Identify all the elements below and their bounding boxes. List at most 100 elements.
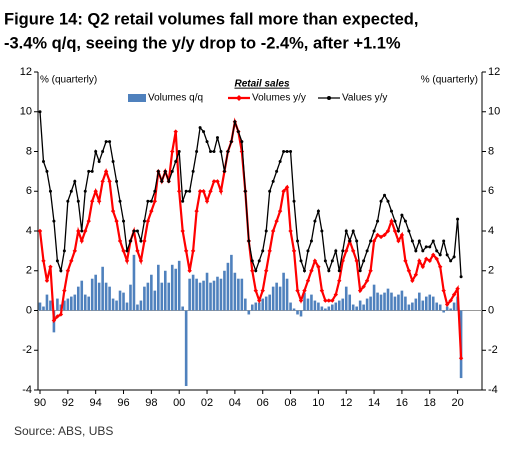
bar xyxy=(177,260,181,311)
marker xyxy=(449,259,453,263)
marker xyxy=(257,259,261,263)
marker xyxy=(243,189,247,193)
bar xyxy=(310,294,313,311)
x-tick-label: 06 xyxy=(257,397,269,409)
marker xyxy=(100,179,105,184)
marker xyxy=(138,258,144,264)
marker xyxy=(358,269,362,273)
marker xyxy=(239,149,245,154)
marker xyxy=(312,258,318,264)
bar xyxy=(348,294,352,311)
y2-axis-label: % (quarterly) xyxy=(421,75,478,86)
marker xyxy=(96,198,102,204)
bar xyxy=(289,302,292,311)
marker xyxy=(344,248,349,254)
marker xyxy=(431,252,436,258)
marker xyxy=(181,199,185,203)
y-tick-label: 4 xyxy=(26,225,32,237)
marker xyxy=(236,130,240,134)
marker xyxy=(284,185,290,190)
marker xyxy=(55,314,60,319)
legend-title: Retail sales xyxy=(234,79,289,90)
marker xyxy=(424,256,429,262)
bar xyxy=(268,294,271,311)
marker xyxy=(417,258,422,264)
bar xyxy=(390,292,393,311)
bar xyxy=(383,292,386,311)
bar xyxy=(160,282,164,311)
marker xyxy=(435,249,439,253)
bar xyxy=(70,296,73,311)
bar xyxy=(414,298,418,311)
marker xyxy=(174,159,178,163)
marker xyxy=(215,179,220,184)
marker xyxy=(378,234,384,240)
marker xyxy=(72,248,77,254)
bar xyxy=(418,292,421,311)
marker xyxy=(149,199,153,203)
bar xyxy=(118,290,122,311)
marker xyxy=(302,288,307,293)
bar xyxy=(83,294,87,311)
marker xyxy=(190,248,196,254)
bar xyxy=(254,302,258,311)
marker xyxy=(128,239,132,243)
x-tick-label: 90 xyxy=(34,397,46,409)
marker xyxy=(201,189,206,194)
marker xyxy=(188,189,192,193)
marker xyxy=(104,140,108,144)
marker xyxy=(442,239,446,243)
marker xyxy=(270,228,276,234)
y2-tick-label: 12 xyxy=(488,66,500,78)
marker xyxy=(110,208,116,214)
marker xyxy=(139,239,143,243)
marker xyxy=(334,249,338,253)
y-tick-label: 0 xyxy=(26,304,32,316)
marker xyxy=(118,199,122,203)
bar xyxy=(97,282,101,311)
bar xyxy=(362,304,365,311)
x-tick-label: 14 xyxy=(368,397,380,409)
bar xyxy=(115,300,118,311)
marker xyxy=(278,159,282,163)
marker xyxy=(51,318,57,323)
marker xyxy=(438,253,442,257)
marker xyxy=(253,288,258,293)
marker xyxy=(417,239,421,243)
marker xyxy=(107,179,112,184)
y-tick-label: 6 xyxy=(26,185,32,197)
bar xyxy=(393,296,397,311)
y-tick-label: -4 xyxy=(22,384,32,396)
marker xyxy=(365,249,369,253)
marker xyxy=(187,268,192,273)
bar xyxy=(230,254,233,311)
bar xyxy=(56,298,59,311)
marker xyxy=(344,229,348,233)
marker xyxy=(124,258,130,264)
marker xyxy=(369,239,373,243)
marker xyxy=(406,268,412,273)
marker xyxy=(73,179,77,183)
bar xyxy=(38,302,42,311)
bar xyxy=(195,278,198,311)
marker xyxy=(277,208,283,214)
marker xyxy=(111,159,115,163)
bar xyxy=(449,308,452,311)
bar xyxy=(376,292,379,311)
marker xyxy=(275,169,279,173)
marker xyxy=(44,278,50,283)
marker xyxy=(392,228,398,234)
marker xyxy=(428,245,432,249)
bar xyxy=(240,278,244,311)
marker xyxy=(323,259,327,263)
bar xyxy=(136,304,139,311)
marker xyxy=(222,169,226,173)
bar xyxy=(317,302,320,311)
bar xyxy=(445,306,449,311)
marker xyxy=(69,189,73,193)
marker xyxy=(348,239,352,243)
bar xyxy=(407,304,411,311)
bar xyxy=(73,294,77,311)
marker xyxy=(87,169,91,173)
marker xyxy=(396,229,400,233)
